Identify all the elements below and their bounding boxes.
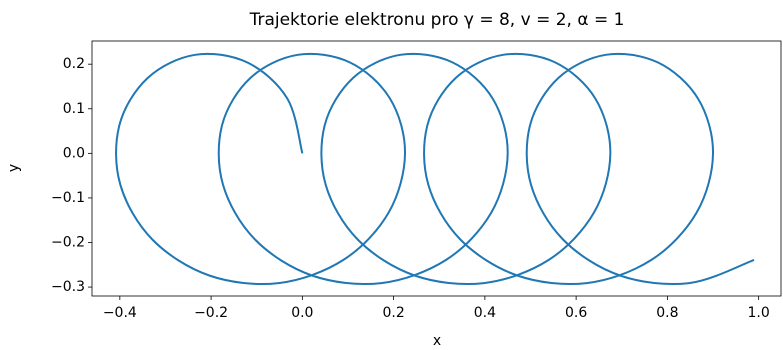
trajectory-line <box>115 52 755 286</box>
x-tick-label: 0.0 <box>291 305 313 321</box>
x-tick-label: 1.0 <box>748 305 770 321</box>
x-tick-label: 0.6 <box>565 305 587 321</box>
y-axis-label: y <box>6 164 22 172</box>
y-tick-label: 0.1 <box>63 101 85 117</box>
x-axis-label: x <box>433 333 441 349</box>
x-tick-label: −0.4 <box>103 305 137 321</box>
y-tick-label: −0.3 <box>51 279 85 295</box>
y-tick-label: −0.2 <box>51 235 85 251</box>
y-tick-label: 0.2 <box>63 56 85 72</box>
x-tick-label: 0.8 <box>656 305 678 321</box>
x-tick-label: 0.4 <box>474 305 496 321</box>
x-tick-label: 0.2 <box>382 305 404 321</box>
y-tick-label: −0.1 <box>51 190 85 206</box>
plot-frame <box>91 40 782 297</box>
y-tick-label: 0.0 <box>63 145 85 161</box>
chart-title: Trajektorie elektronu pro γ = 8, v = 2, … <box>249 10 625 30</box>
x-tick-label: −0.2 <box>194 305 228 321</box>
